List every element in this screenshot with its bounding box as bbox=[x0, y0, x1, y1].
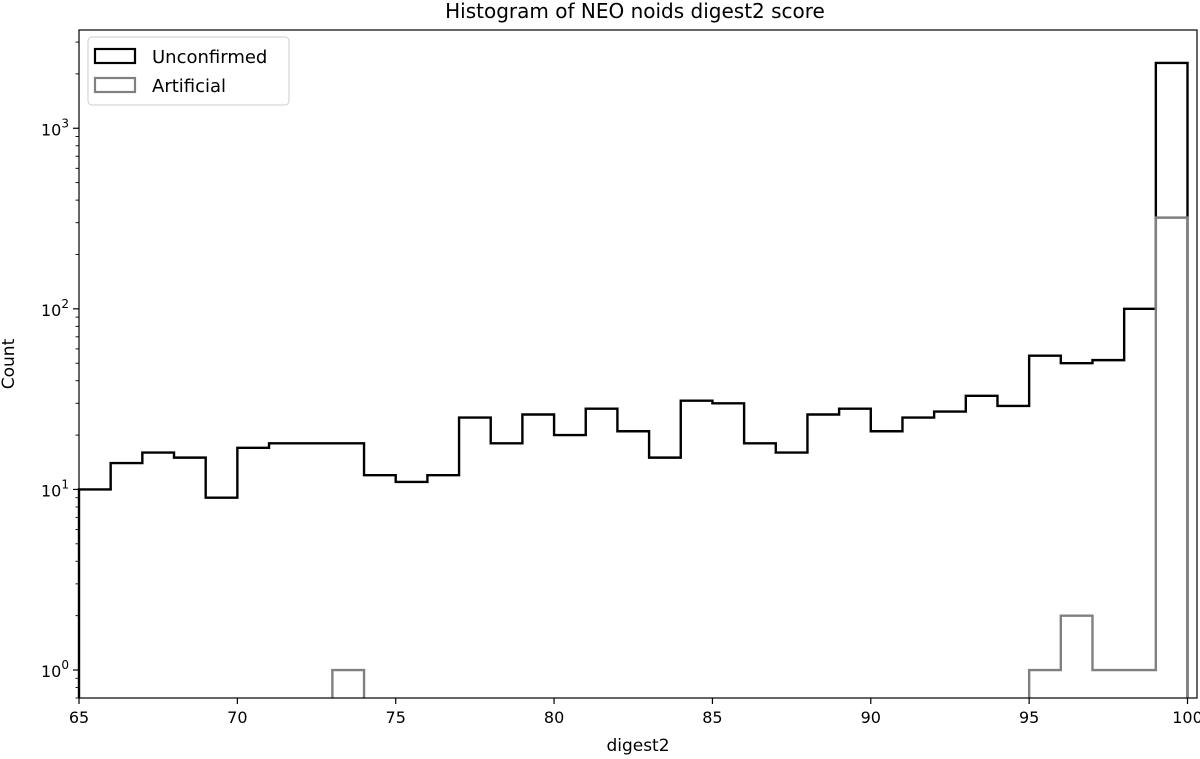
bar-unconfirmed-68 bbox=[174, 458, 206, 698]
x-axis-label: digest2 bbox=[606, 736, 669, 756]
x-tick-label-95: 95 bbox=[1019, 708, 1039, 727]
y-axis-label: Count bbox=[0, 338, 19, 389]
x-tick-label-70: 70 bbox=[227, 708, 247, 727]
bar-unconfirmed-95 bbox=[1029, 356, 1061, 698]
bar-unconfirmed-89 bbox=[839, 409, 871, 698]
bar-artificial-98 bbox=[1124, 670, 1156, 698]
bar-unconfirmed-91 bbox=[902, 418, 934, 698]
y-tick-label-2: 102 bbox=[41, 297, 69, 320]
bar-unconfirmed-93 bbox=[966, 396, 998, 698]
bar-unconfirmed-90 bbox=[871, 431, 903, 698]
series-artificial-outline bbox=[331, 216, 1189, 698]
bar-unconfirmed-78 bbox=[491, 443, 523, 698]
legend-swatch-unconfirmed bbox=[93, 47, 137, 65]
x-tick-label-65: 65 bbox=[69, 708, 89, 727]
x-tick-label-85: 85 bbox=[702, 708, 722, 727]
bar-artificial-73 bbox=[332, 670, 364, 698]
legend-box bbox=[87, 36, 290, 106]
bar-unconfirmed-79 bbox=[522, 414, 554, 698]
legend: Unconfirmed Artificial bbox=[87, 36, 290, 106]
bar-unconfirmed-85 bbox=[712, 403, 744, 698]
bar-unconfirmed-71 bbox=[269, 443, 301, 698]
bar-unconfirmed-84 bbox=[681, 401, 713, 698]
legend-label-unconfirmed: Unconfirmed bbox=[152, 47, 267, 68]
y-tick-label-0: 100 bbox=[41, 658, 69, 681]
bar-unconfirmed-88 bbox=[807, 414, 839, 698]
bar-artificial-99 bbox=[1156, 218, 1188, 698]
plot-frame bbox=[78, 29, 1198, 699]
bar-artificial-95 bbox=[1029, 670, 1061, 698]
bar-unconfirmed-87 bbox=[776, 453, 808, 698]
bar-unconfirmed-73 bbox=[332, 443, 364, 698]
x-tick-label-80: 80 bbox=[544, 708, 564, 727]
bar-unconfirmed-75 bbox=[396, 482, 428, 698]
series-unconfirmed-outline bbox=[77, 61, 1189, 698]
series-layer bbox=[77, 61, 1189, 698]
y-tick-label-3: 103 bbox=[41, 116, 69, 139]
chart-title: Histogram of NEO noids digest2 score bbox=[445, 0, 825, 23]
bar-unconfirmed-98 bbox=[1124, 309, 1156, 698]
bar-unconfirmed-74 bbox=[364, 475, 396, 698]
bar-unconfirmed-94 bbox=[997, 406, 1029, 698]
bar-unconfirmed-70 bbox=[237, 448, 269, 698]
legend-swatch-artificial bbox=[93, 76, 137, 94]
x-axis-ticks: 65 70 75 80 85 90 95 100 bbox=[69, 698, 1200, 727]
bar-artificial-97 bbox=[1092, 670, 1124, 698]
bar-unconfirmed-72 bbox=[301, 443, 333, 698]
bar-unconfirmed-82 bbox=[617, 431, 649, 698]
x-tick-label-100: 100 bbox=[1172, 708, 1200, 727]
bar-unconfirmed-67 bbox=[142, 453, 174, 698]
bar-unconfirmed-92 bbox=[934, 412, 966, 698]
bar-unconfirmed-65 bbox=[79, 489, 111, 698]
bar-artificial-96 bbox=[1061, 616, 1093, 698]
legend-label-artificial: Artificial bbox=[152, 76, 226, 97]
bar-unconfirmed-96 bbox=[1061, 363, 1093, 698]
y-tick-label-1: 101 bbox=[41, 477, 69, 500]
y-axis-ticks: 100 101 102 103 bbox=[41, 41, 79, 699]
bar-unconfirmed-76 bbox=[427, 475, 459, 698]
bar-unconfirmed-83 bbox=[649, 458, 681, 698]
x-tick-label-90: 90 bbox=[861, 708, 881, 727]
x-tick-label-75: 75 bbox=[386, 708, 406, 727]
bar-unconfirmed-81 bbox=[586, 409, 618, 698]
bar-unconfirmed-77 bbox=[459, 418, 491, 698]
bar-unconfirmed-97 bbox=[1092, 360, 1124, 698]
bar-unconfirmed-80 bbox=[554, 435, 586, 698]
bar-unconfirmed-86 bbox=[744, 443, 776, 698]
bar-unconfirmed-66 bbox=[111, 463, 143, 698]
bar-unconfirmed-69 bbox=[206, 498, 238, 698]
bar-unconfirmed-99 bbox=[1156, 63, 1188, 698]
